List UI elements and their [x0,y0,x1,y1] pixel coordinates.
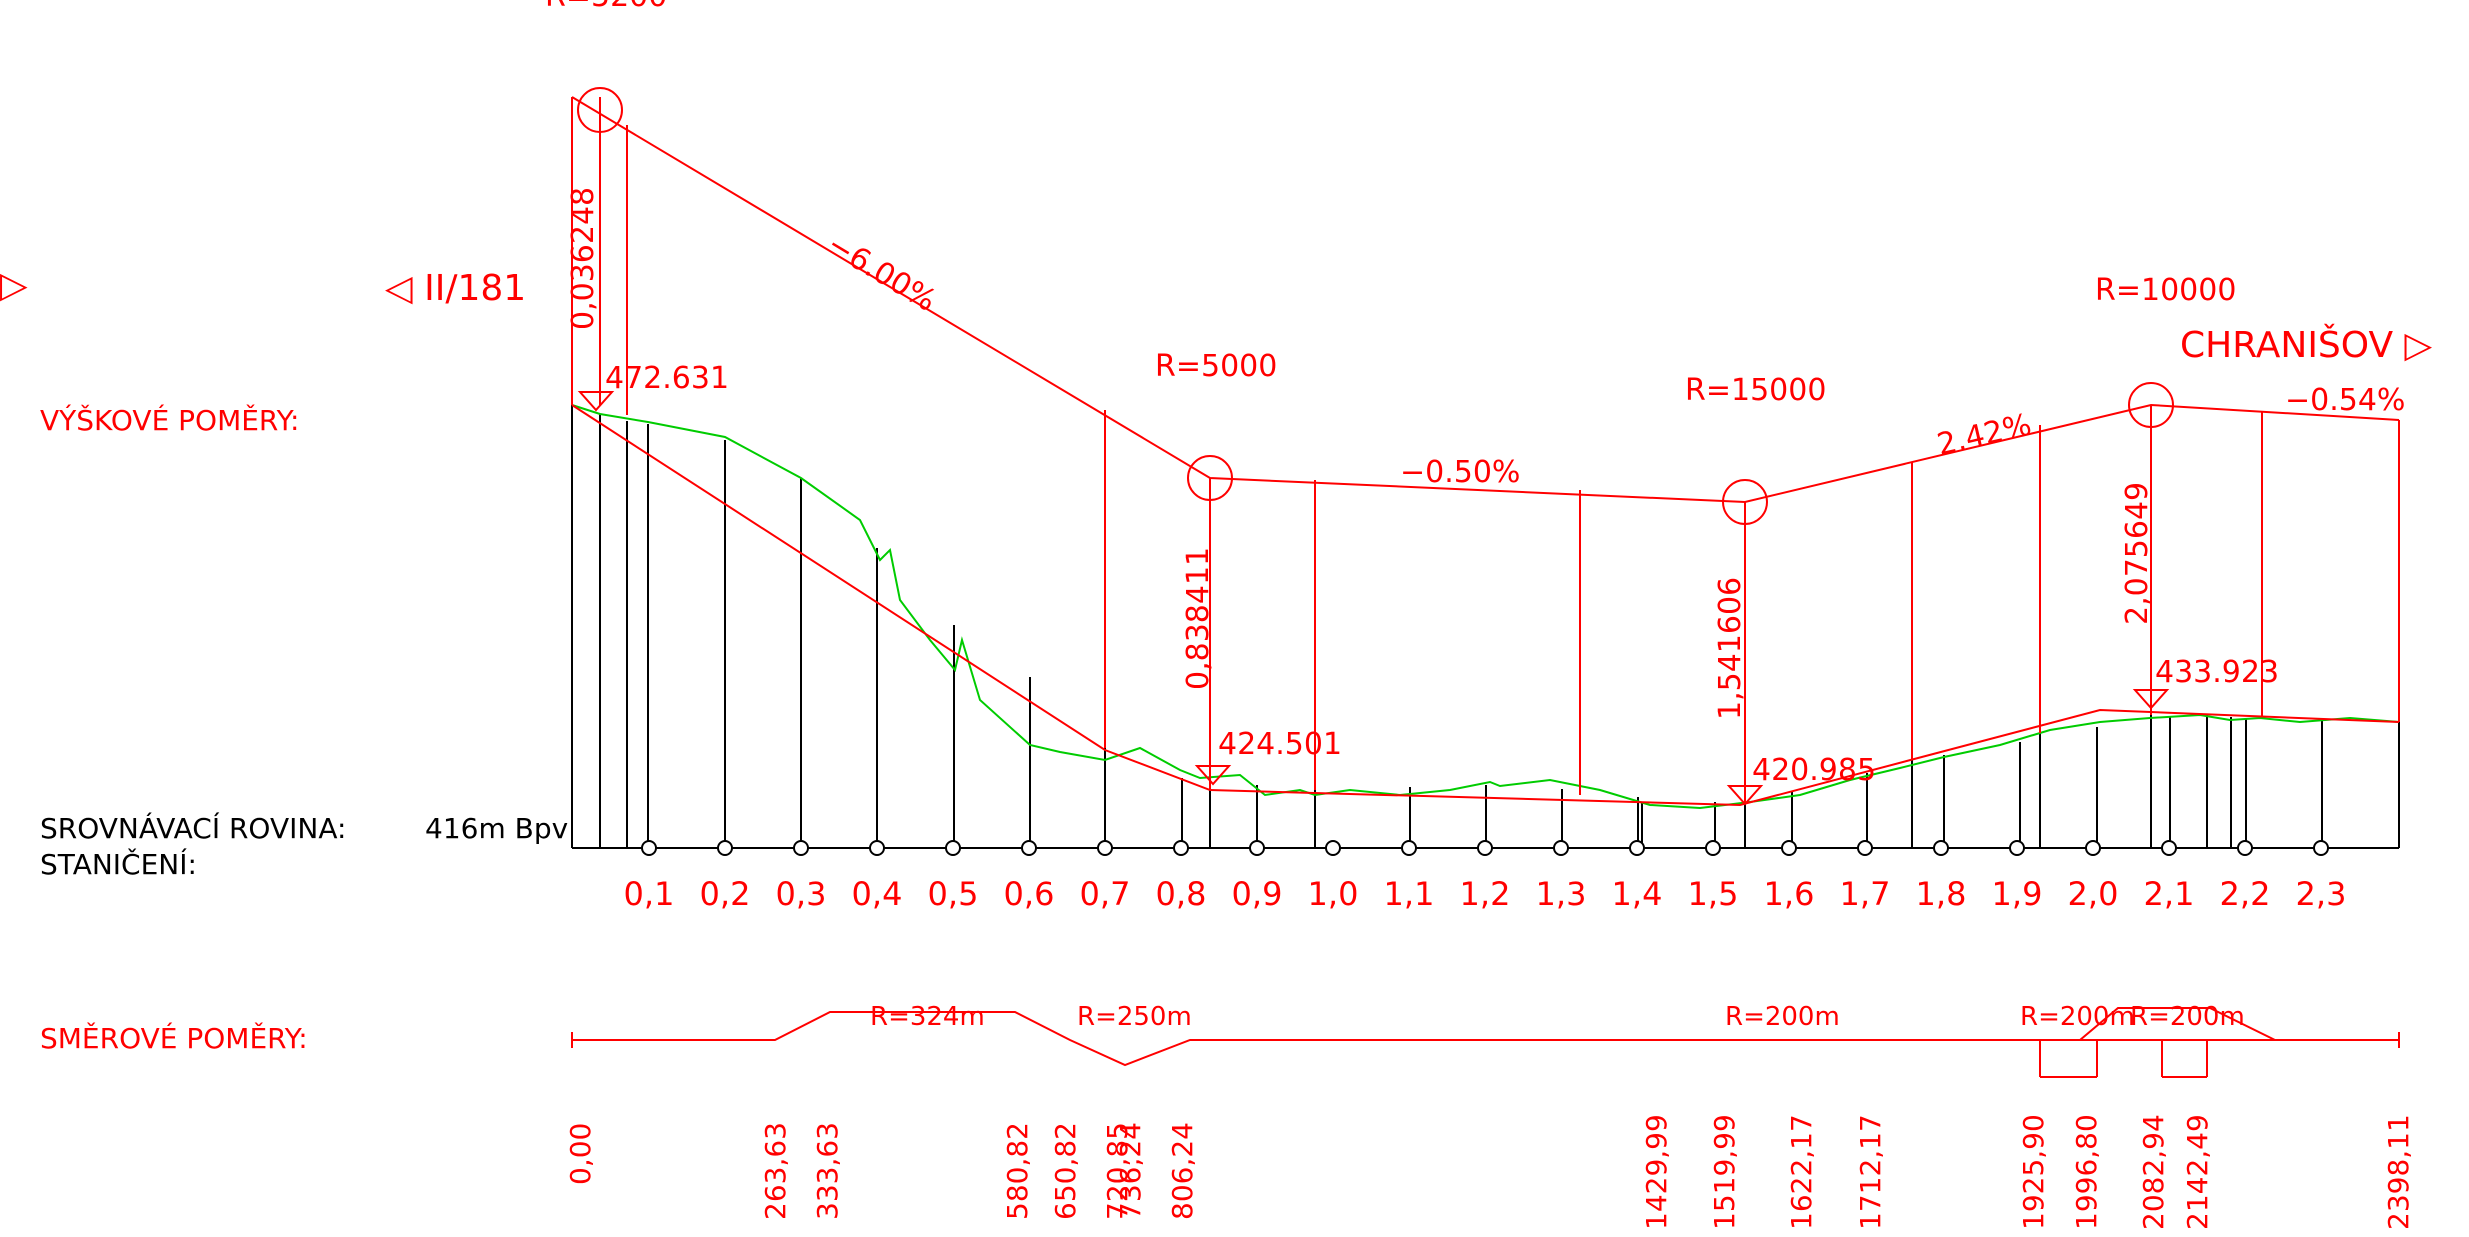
station-value: 650,82 [1049,1122,1082,1220]
horizontal-section-label: SMĚROVÉ POMĚRY: [40,1021,308,1055]
chainage-tick: 0,1 [624,875,675,913]
chainage-tick-labels: 0,1 0,2 0,3 0,4 0,5 0,6 0,7 0,8 0,9 1,0 … [624,875,2347,913]
horizontal-radius-label: R=200m [1725,1002,1840,1032]
grade-label: −0.50% [1400,455,1520,490]
tangent-value: 1,541606 [1713,577,1748,720]
station-value: 1622,17 [1785,1114,1818,1230]
chainage-tick: 1,3 [1536,875,1587,913]
datum-value: 416m Bpv [425,812,568,845]
station-value: 806,24 [1166,1122,1199,1220]
chainage-tick: 1,9 [1992,875,2043,913]
horizontal-alignment-details [571,1032,2400,1078]
station-value: 1925,90 [2017,1114,2050,1230]
station-markers [641,840,2329,856]
grade-label: −0.54% [2285,383,2405,418]
vertical-radius-label: R=10000 [2095,273,2236,308]
chainage-tick: 0,9 [1232,875,1283,913]
horizontal-radius-label: R=200m [2020,1002,2135,1032]
chainage-tick: 1,8 [1916,875,1967,913]
chainage-tick: 0,6 [1004,875,1055,913]
chainage-tick: 1,1 [1384,875,1435,913]
elevation-label: 472.631 [605,361,729,396]
station-value: 580,82 [1001,1122,1034,1220]
chainage-tick: 0,4 [852,875,903,913]
chainage-tick: 1,7 [1840,875,1891,913]
design-grade-line [571,404,2400,807]
chainage-tick: 2,0 [2068,875,2119,913]
chainage-tick: 1,2 [1460,875,1511,913]
chainage-tick: 1,4 [1612,875,1663,913]
station-value: 263,63 [759,1122,792,1220]
chainage-tick: 0,7 [1080,875,1131,913]
tangent-value: 0,036248 [566,187,601,330]
chainage-label: STANIČENÍ: [40,847,197,881]
chainage-tick: 0,5 [928,875,979,913]
station-value: 2398,11 [2382,1114,2415,1230]
elevation-triangles [577,391,2170,806]
chainage-tick: 2,2 [2220,875,2271,913]
tangent-value: 0,838411 [1181,547,1216,690]
horizontal-radius-label: R=200m [2130,1002,2245,1032]
station-value: 0,00 [564,1123,597,1185]
tangent-value: 2,075649 [2120,482,2155,625]
vertical-radius-label: R=5000 [1155,349,1277,384]
chainage-tick: 1,6 [1764,875,1815,913]
chainage-tick: 0,3 [776,875,827,913]
chainage-tick: 0,2 [700,875,751,913]
tangent-verticals [571,97,2400,802]
station-value: 736,24 [1114,1122,1147,1220]
station-value: 2142,49 [2181,1114,2214,1230]
chainage-tick: 2,1 [2144,875,2195,913]
top-radius-label: R=5200 [545,0,667,14]
grade-label: 2.42% [1934,407,2035,463]
station-value: 1429,99 [1640,1114,1673,1230]
station-values: 0,00 263,63 333,63 580,82 650,82 720,85 … [564,1114,2415,1230]
horizontal-radius-label: R=324m [870,1002,985,1032]
chainage-tick: 0,8 [1156,875,1207,913]
road-label: ◁ II/181 [385,268,526,309]
terrain-line [571,404,2400,810]
station-value: 1519,99 [1708,1114,1741,1230]
vertical-grid-lines [571,405,2400,848]
elevation-label: 420.985 [1752,753,1876,788]
elevation-label: 424.501 [1218,727,1342,762]
station-value: 333,63 [811,1122,844,1220]
station-value: 1712,17 [1854,1114,1887,1230]
left-direction-marker: ▷ [0,265,28,306]
station-value: 2082,94 [2137,1114,2170,1230]
chainage-tick: 1,5 [1688,875,1739,913]
vertical-section-label: VÝŠKOVÉ POMĚRY: [40,403,299,437]
elevation-label: 433.923 [2155,655,2279,690]
grade-label: −6.00% [821,227,942,319]
datum-label: SROVNÁVACÍ ROVINA: [40,811,346,845]
vertical-radius-label: R=15000 [1685,373,1826,408]
station-value: 1996,80 [2070,1114,2103,1230]
pvi-markers [577,87,2174,525]
horizontal-radius-label: R=250m [1077,1002,1192,1032]
station-value: 720,85 [1101,1122,1134,1220]
chainage-tick: 2,3 [2296,875,2347,913]
destination-label: CHRANIŠOV ▷ [2180,324,2433,366]
chainage-tick: 1,0 [1308,875,1359,913]
